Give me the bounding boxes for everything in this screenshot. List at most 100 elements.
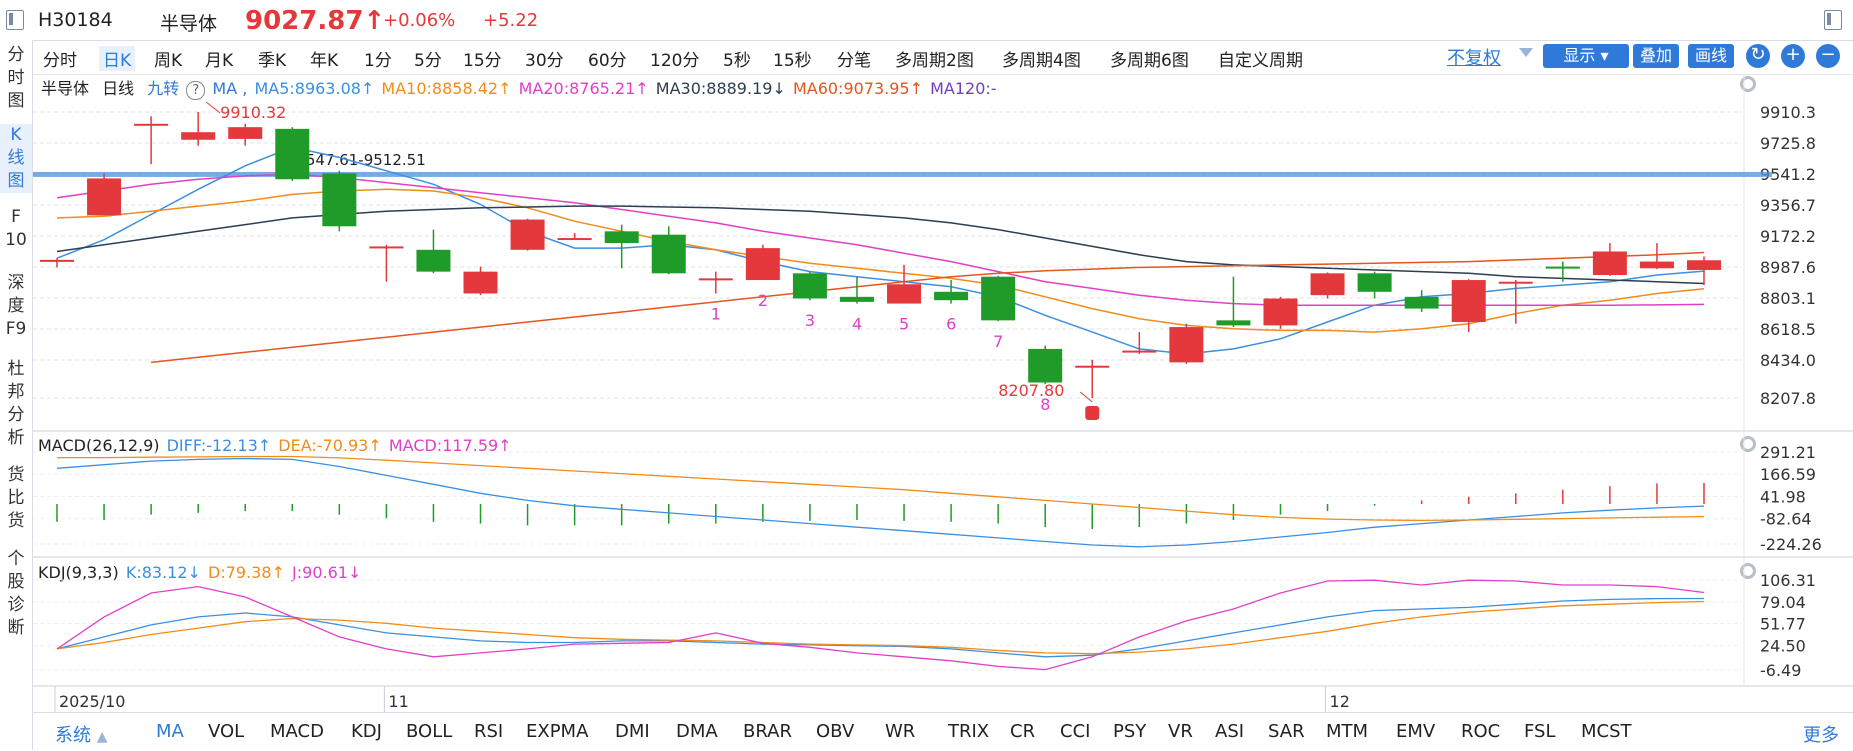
tab-wr[interactable]: WR: [885, 721, 916, 742]
tab-rsi[interactable]: RSI: [474, 721, 504, 742]
candle-body: [1263, 298, 1298, 326]
tab-kdj[interactable]: KDJ: [351, 721, 382, 742]
tab-quarterly[interactable]: 季K: [258, 51, 287, 71]
high-pointer: [205, 101, 221, 114]
tab-roc[interactable]: ROC: [1461, 721, 1501, 742]
tab-fsl[interactable]: FSL: [1524, 721, 1556, 742]
tab-120min[interactable]: 120分: [650, 51, 700, 71]
candle-body: [1028, 348, 1063, 383]
tab-5min[interactable]: 5分: [414, 51, 442, 71]
tab-vol[interactable]: VOL: [208, 721, 245, 742]
tab-60min[interactable]: 60分: [588, 51, 627, 71]
resistance-band: [33, 171, 1772, 177]
tab-30min[interactable]: 30分: [525, 51, 564, 71]
tab-custom[interactable]: 自定义周期: [1218, 51, 1303, 71]
tab-dmi[interactable]: DMI: [615, 721, 650, 742]
tab-yearly[interactable]: 年K: [310, 51, 339, 71]
candle-body: [1687, 260, 1721, 270]
tab-cr[interactable]: CR: [1010, 721, 1036, 742]
macd-axis-label: 291.21: [1760, 443, 1816, 462]
jiuzhuan-toggle[interactable]: 九转: [147, 79, 180, 98]
tab-mcst[interactable]: MCST: [1581, 721, 1632, 742]
candle-body: [934, 291, 969, 301]
tab-expma[interactable]: EXPMA: [526, 721, 589, 742]
tab-tick[interactable]: 分笔: [837, 51, 871, 71]
tab-intraday[interactable]: 分时: [43, 51, 77, 71]
tab-multi4[interactable]: 多周期4图: [1002, 51, 1081, 71]
tab-macd[interactable]: MACD: [270, 721, 324, 742]
candle-body: [887, 284, 922, 304]
panel-toggle-icon[interactable]: [1824, 10, 1842, 30]
nav-intraday[interactable]: 分时图: [7, 45, 25, 111]
ma-label[interactable]: MA ,: [212, 79, 248, 98]
candle-body: [1310, 273, 1345, 296]
nine-turn-mark: 3: [805, 311, 815, 330]
tab-dma[interactable]: DMA: [676, 721, 718, 742]
fuquan-select[interactable]: 不复权: [1447, 48, 1501, 69]
tab-15min[interactable]: 15分: [463, 51, 502, 71]
tab-brar[interactable]: BRAR: [743, 721, 792, 742]
kline-chart[interactable]: 9910.3 9725.8 9541.2 9356.7 9172.2 8987.6 8803…: [33, 75, 1853, 712]
nav-f10[interactable]: F 10: [5, 207, 27, 250]
nav-compare[interactable]: 货比货: [7, 465, 25, 531]
gear-icon[interactable]: [1740, 563, 1756, 579]
ma20-value: MA20:8765.21↑: [518, 79, 649, 98]
candle-body: [1075, 365, 1110, 368]
tab-multi2[interactable]: 多周期2图: [895, 51, 974, 71]
gear-icon[interactable]: [1740, 76, 1756, 92]
tab-obv[interactable]: OBV: [816, 721, 855, 742]
period-label: 日线: [102, 79, 135, 98]
nav-dupont[interactable]: 杜邦分析: [7, 359, 25, 448]
low-pointer: [1079, 391, 1093, 403]
help-icon[interactable]: ?: [186, 81, 206, 100]
tab-5sec[interactable]: 5秒: [723, 51, 751, 71]
zoom-in-icon[interactable]: +: [1781, 44, 1805, 68]
nav-f9[interactable]: 深度 F9: [5, 273, 27, 339]
refresh-icon[interactable]: ↻: [1746, 44, 1770, 68]
system-label: 系统: [55, 725, 91, 746]
candle-body: [275, 128, 310, 180]
sidebar-toggle-icon[interactable]: [6, 10, 24, 30]
ma60-value: MA60:9073.95↑: [792, 79, 924, 98]
tab-monthly[interactable]: 月K: [205, 51, 234, 71]
tab-daily[interactable]: 日K: [99, 46, 136, 71]
tab-vr[interactable]: VR: [1168, 721, 1193, 742]
period-tabs: 分时 日K 周K 月K 季K 年K 1分 5分 15分 30分 60分 120分…: [33, 40, 1853, 75]
band-label: 9547.61-9512.51: [296, 151, 425, 169]
macd-title[interactable]: MACD(26,12,9): [38, 436, 160, 455]
candle-body: [1169, 327, 1204, 363]
tab-sar[interactable]: SAR: [1268, 721, 1305, 742]
macd-dea-line: [57, 455, 1705, 522]
ma-line-ma60: [151, 251, 1705, 364]
display-button[interactable]: 显示 ▾: [1543, 44, 1629, 68]
candle-body: [651, 234, 686, 274]
tab-emv[interactable]: EMV: [1396, 721, 1436, 742]
tab-system[interactable]: 系统 ▲: [55, 721, 108, 747]
kdj-title[interactable]: KDJ(9,3,3): [38, 563, 119, 582]
kdj-k: K:83.12↓: [125, 563, 201, 582]
gear-icon[interactable]: [1740, 436, 1756, 452]
tab-1min[interactable]: 1分: [364, 51, 392, 71]
candle-body: [1451, 280, 1486, 323]
more-button[interactable]: 更多: [1803, 725, 1839, 746]
candle-body: [792, 273, 827, 299]
tab-asi[interactable]: ASI: [1215, 721, 1245, 742]
tab-boll[interactable]: BOLL: [406, 721, 453, 742]
tab-multi6[interactable]: 多周期6图: [1110, 51, 1189, 71]
candle-body: [1545, 266, 1580, 269]
chevron-down-icon[interactable]: [1519, 48, 1533, 57]
tab-trix[interactable]: TRIX: [948, 721, 990, 742]
date-label: 2025/10: [59, 692, 125, 711]
tab-psy[interactable]: PSY: [1113, 721, 1147, 742]
draw-line-button[interactable]: 画线: [1688, 44, 1734, 68]
tab-weekly[interactable]: 周K: [154, 51, 183, 71]
tab-mtm[interactable]: MTM: [1326, 721, 1369, 742]
overlay-button[interactable]: 叠加: [1633, 44, 1679, 68]
tab-ma[interactable]: MA: [156, 721, 184, 742]
candle-body: [87, 178, 122, 216]
tab-cci[interactable]: CCI: [1060, 721, 1091, 742]
tab-15sec[interactable]: 15秒: [773, 51, 812, 71]
nav-diagnosis[interactable]: 个股诊断: [7, 549, 25, 638]
zoom-out-icon[interactable]: −: [1816, 44, 1840, 68]
